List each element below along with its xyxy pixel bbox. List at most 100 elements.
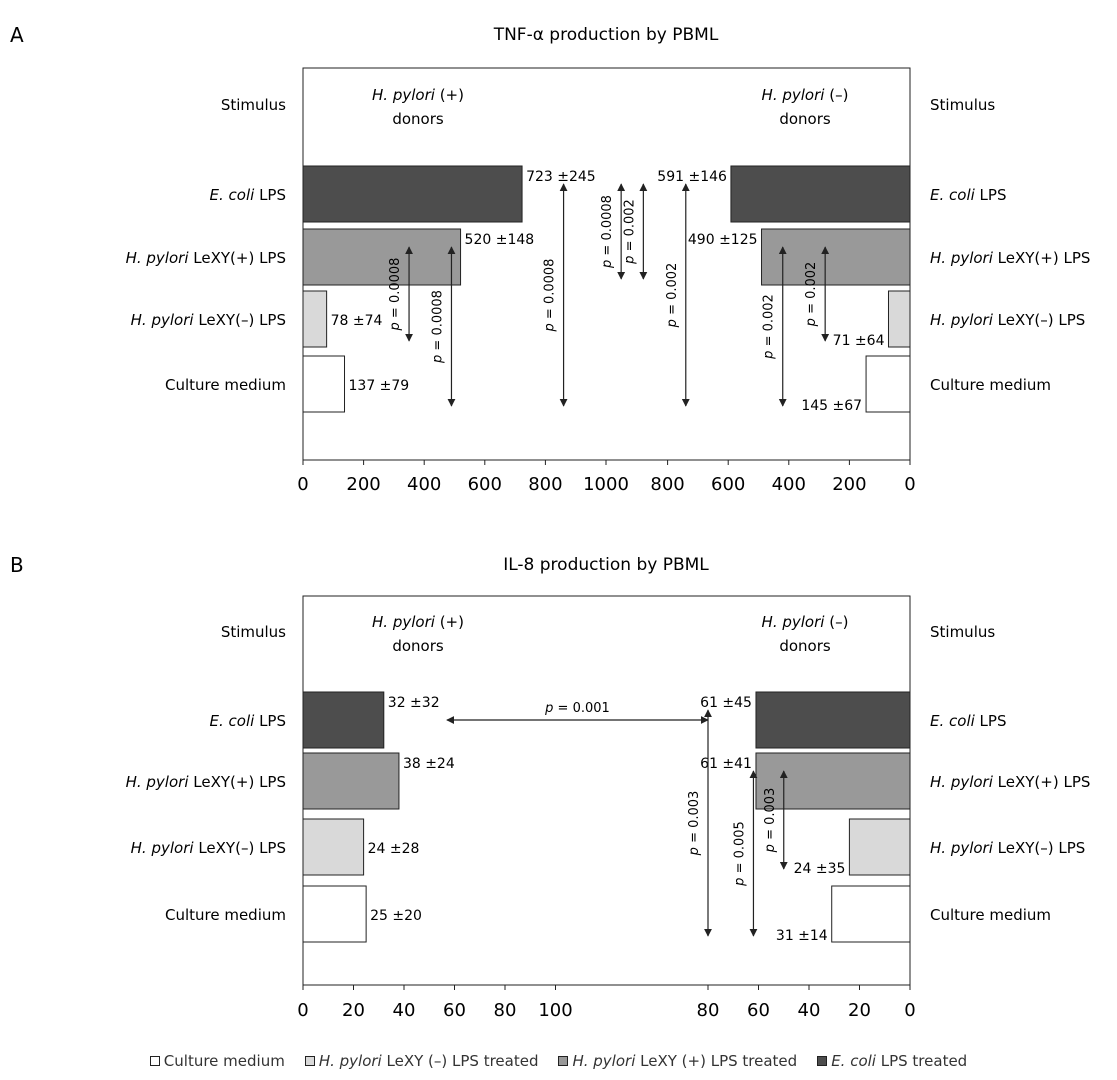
p-value-label: p = 0.002	[622, 199, 637, 265]
legend-swatch	[304, 1056, 315, 1066]
bar-right	[848, 818, 911, 876]
legend-label: LPS treated	[875, 1052, 968, 1070]
label-italic: H. pylori	[930, 311, 994, 329]
category-label-left: Culture medium	[165, 376, 286, 394]
tick-label-right: 0	[904, 474, 915, 495]
bar-right	[865, 355, 911, 413]
label-text: LPS	[254, 712, 286, 730]
group-left-line2: donors	[392, 110, 444, 128]
bar-right	[730, 165, 911, 223]
group-right-line1: H. pylori (–)	[762, 86, 849, 104]
label-italic: H. pylori	[131, 839, 195, 857]
label-text: LeXY(–) LPS	[194, 839, 286, 857]
p-italic: p	[622, 256, 637, 265]
p-rest: = 0.005	[732, 821, 747, 877]
group-left-line2: donors	[392, 637, 444, 655]
bar-right	[761, 228, 911, 286]
chart-title: IL-8 production by PBML	[503, 555, 709, 575]
category-label-right: E. coli LPS	[930, 186, 1006, 204]
p-italic: p	[804, 318, 819, 327]
group-italic: H. pylori	[372, 613, 436, 631]
value-label-left: 723 ±245	[526, 169, 596, 185]
legend: Culture medium H. pylori LeXY (–) LPS tr…	[0, 1046, 1117, 1076]
category-label-left: H. pylori LeXY(–) LPS	[131, 839, 286, 857]
p-rest: = 0.002	[665, 263, 680, 319]
legend-label-italic: H. pylori	[318, 1052, 382, 1070]
legend-item-ecoli: E. coli LPS treated	[817, 1052, 967, 1070]
label-text: Culture medium	[930, 906, 1051, 924]
category-label-right: Culture medium	[930, 906, 1051, 924]
group-italic: H. pylori	[762, 86, 826, 104]
label-italic: H. pylori	[126, 249, 190, 267]
panel-letter: A	[10, 23, 24, 47]
label-italic: H. pylori	[930, 839, 994, 857]
tick-label-left: 80	[494, 1000, 517, 1021]
tick-label-right: 200	[832, 474, 866, 495]
label-text: LPS	[975, 712, 1007, 730]
p-value-label: p = 0.002	[804, 262, 819, 328]
bar-right	[831, 885, 911, 943]
category-label-left: E. coli LPS	[210, 712, 286, 730]
p-italic: p	[732, 878, 747, 887]
p-rest: = 0.002	[804, 262, 819, 318]
label-text: LeXY(+) LPS	[993, 773, 1091, 791]
stimulus-label-right: Stimulus	[930, 96, 995, 114]
p-rest: = 0.002	[762, 294, 777, 350]
tick-label-left: 40	[393, 1000, 416, 1021]
p-italic: p	[762, 351, 777, 360]
group-right-line2: donors	[779, 637, 831, 655]
label-text: Culture medium	[165, 906, 286, 924]
p-value-label: p = 0.003	[687, 791, 702, 857]
value-label-right: 591 ±146	[657, 169, 727, 185]
chart-title: TNF-α production by PBML	[493, 25, 719, 45]
category-label-right: Culture medium	[930, 376, 1051, 394]
category-label-right: H. pylori LeXY(+) LPS	[930, 249, 1090, 267]
label-italic: E. coli	[210, 186, 256, 204]
value-label-right: 61 ±45	[700, 695, 752, 711]
tick-label-right: 400	[772, 474, 806, 495]
p-value-label: p = 0.0008	[388, 258, 403, 332]
p-value-label: p = 0.002	[762, 294, 777, 360]
label-italic: H. pylori	[126, 773, 190, 791]
value-label-right: 24 ±35	[794, 861, 846, 877]
p-italic: p	[388, 322, 403, 331]
value-label-left: 38 ±24	[403, 756, 455, 772]
category-label-left: H. pylori LeXY(+) LPS	[126, 249, 286, 267]
tick-label-right: 80	[697, 1000, 720, 1021]
label-text: Culture medium	[930, 376, 1051, 394]
panel-a: A TNF-α production by PBML Stimulus Stimulu…	[10, 23, 1090, 495]
p-rest: = 0.002	[622, 199, 637, 255]
stimulus-label-left: Stimulus	[221, 96, 286, 114]
label-text: LeXY(–) LPS	[194, 311, 286, 329]
group-rest: (+)	[435, 86, 464, 104]
value-label-right: 145 ±67	[801, 398, 862, 414]
group-rest: (+)	[435, 613, 464, 631]
bar-right	[887, 290, 911, 348]
p-italic: p	[543, 323, 558, 332]
tick-label-right: 20	[848, 1000, 871, 1021]
value-label-left: 78 ±74	[331, 313, 383, 329]
label-italic: E. coli	[930, 186, 976, 204]
category-label-right: H. pylori LeXY(+) LPS	[930, 773, 1090, 791]
p-italic: p	[600, 260, 615, 269]
p-italic: p	[687, 847, 702, 856]
panel-letter: B	[10, 553, 24, 577]
group-right-line1: H. pylori (–)	[762, 613, 849, 631]
label-text: LPS	[975, 186, 1007, 204]
legend-item-culture-medium: Culture medium	[149, 1052, 285, 1070]
tick-label-left: 400	[407, 474, 441, 495]
tick-label-right: 60	[747, 1000, 770, 1021]
legend-label-italic: H. pylori	[572, 1052, 636, 1070]
label-text: LeXY(–) LPS	[993, 839, 1085, 857]
value-label-right: 71 ±64	[833, 333, 885, 349]
legend-label: LeXY (–) LPS treated	[381, 1052, 539, 1070]
category-label-right: E. coli LPS	[930, 712, 1006, 730]
label-text: Culture medium	[165, 376, 286, 394]
label-italic: E. coli	[210, 712, 256, 730]
tick-label-left: 20	[342, 1000, 365, 1021]
legend-label: Culture medium	[163, 1052, 285, 1070]
tick-label-left: 0	[297, 474, 308, 495]
tick-label-left: 200	[346, 474, 380, 495]
bar-left	[302, 885, 367, 943]
p-rest: = 0.003	[763, 788, 778, 844]
